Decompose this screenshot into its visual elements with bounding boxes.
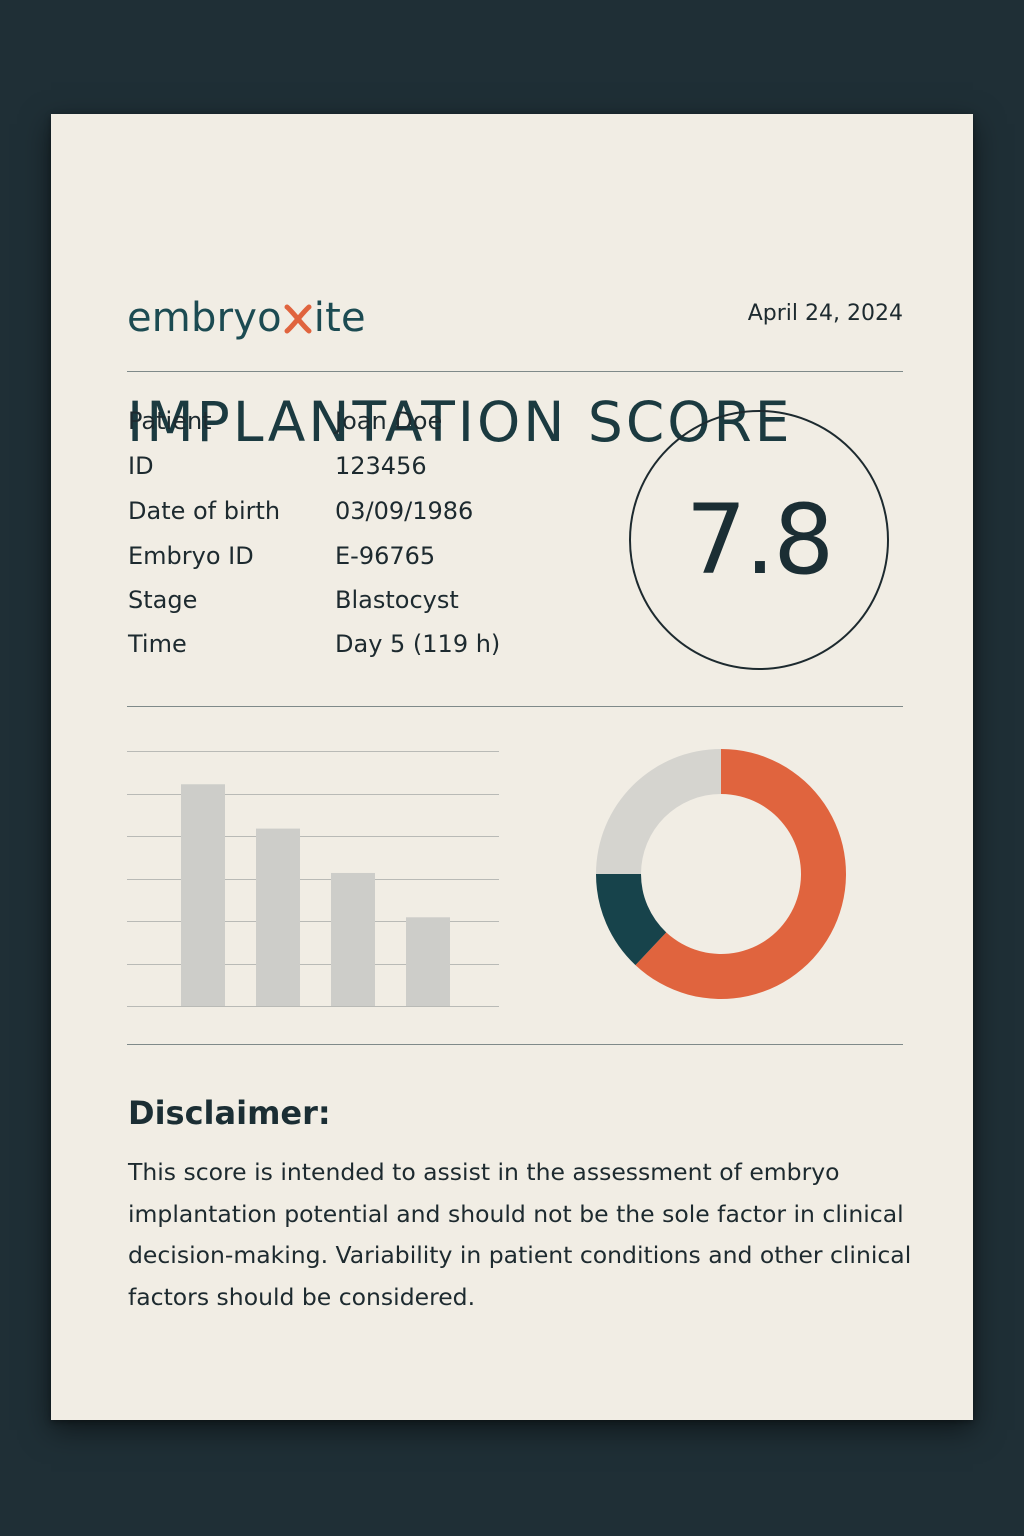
bar xyxy=(331,872,375,1006)
divider xyxy=(127,706,903,707)
report-date: April 24, 2024 xyxy=(747,301,903,326)
info-label-id: ID xyxy=(128,452,154,480)
info-value-patient: Joan Doe xyxy=(335,407,443,435)
donut-chart xyxy=(596,749,846,999)
info-label-embryo-id: Embryo ID xyxy=(128,542,254,570)
logo-text-start: embryo xyxy=(127,295,282,341)
donut-slice xyxy=(596,874,667,966)
info-label-time: Time xyxy=(128,630,187,658)
bar xyxy=(406,917,450,1006)
info-label-dob: Date of birth xyxy=(128,497,281,525)
disclaimer-text: This score is intended to assist in the … xyxy=(128,1158,912,1311)
info-value-id: 123456 xyxy=(335,452,427,480)
info-value-embryo-id: E-96765 xyxy=(335,542,436,570)
report-page: embryo ite April 24, 2024 IMPLANTATION S… xyxy=(51,114,973,1420)
info-value-stage: Blastocyst xyxy=(335,586,459,614)
score-circle xyxy=(629,410,889,670)
donut-slice xyxy=(635,749,846,999)
info-label-patient: Patient xyxy=(128,407,212,435)
bar-chart xyxy=(127,751,499,1007)
bar xyxy=(181,784,225,1006)
x-chromosome-icon xyxy=(284,304,312,334)
divider xyxy=(127,371,903,372)
info-value-dob: 03/09/1986 xyxy=(335,497,474,525)
brand-logo: embryo ite xyxy=(127,290,366,346)
info-value-time: Day 5 (119 h) xyxy=(335,630,501,658)
donut-slice xyxy=(596,749,721,874)
logo-text-end: ite xyxy=(313,295,366,341)
bar xyxy=(256,828,300,1006)
info-label-stage: Stage xyxy=(128,586,198,614)
score-value: 7.8 xyxy=(685,484,835,596)
divider xyxy=(127,1044,903,1045)
disclaimer-title: Disclaimer: xyxy=(128,1094,331,1132)
